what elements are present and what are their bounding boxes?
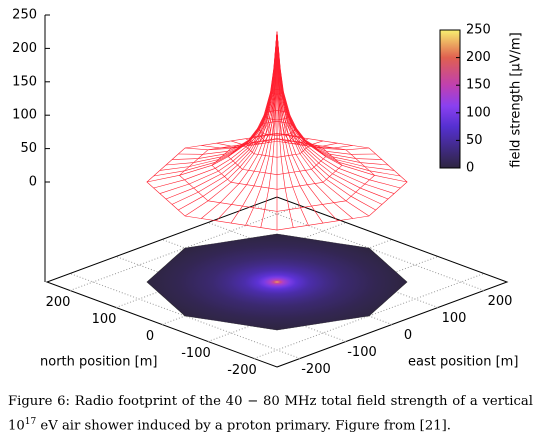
- x-axis-label: east position [m]: [408, 355, 518, 370]
- surface-spoke: [276, 31, 401, 189]
- y-tick-label: -100: [181, 346, 211, 361]
- surface-spoke: [201, 31, 278, 149]
- surface-spoke: [184, 31, 278, 217]
- surface-spoke: [276, 31, 389, 200]
- z-tick-label: 150: [12, 74, 37, 89]
- colorbar-tick-label: 0: [466, 161, 474, 176]
- surface-spoke: [165, 31, 278, 166]
- footprint-area: [146, 233, 408, 331]
- colorbar-tick-label: 250: [466, 23, 491, 38]
- surface-spoke: [146, 31, 278, 183]
- surface-spoke: [159, 31, 278, 194]
- grid-line: [69, 205, 301, 291]
- surface-spoke: [165, 31, 278, 200]
- colorbar-tick-label: 50: [466, 133, 483, 148]
- grid-line: [69, 273, 301, 359]
- surface-spoke: [276, 31, 383, 160]
- x-tick-label: 0: [404, 328, 412, 343]
- y-tick-label: 200: [46, 295, 71, 310]
- surface-spoke: [276, 31, 309, 226]
- surface-spoke: [159, 31, 278, 171]
- colorbar-tick-label: 150: [466, 78, 491, 93]
- z-tick-label: 200: [12, 41, 37, 56]
- surface-spoke: [276, 31, 353, 149]
- chart: field strength [µV/m] north position [m]…: [12, 8, 524, 379]
- surface-spoke: [276, 31, 294, 228]
- caption-text: 17: [24, 417, 37, 427]
- grid-line: [207, 256, 439, 342]
- grid-line: [253, 205, 485, 291]
- surface-spoke: [276, 31, 408, 183]
- surface-spoke: [276, 31, 338, 222]
- z-tick-label: 250: [12, 8, 37, 23]
- x-tick-label: 100: [442, 311, 467, 326]
- grid-line: [115, 256, 347, 342]
- colorbar-tick-label: 200: [466, 50, 491, 65]
- surface-spoke: [276, 31, 395, 171]
- grid-line: [253, 273, 485, 359]
- grid-line: [207, 222, 439, 308]
- grid-line: [115, 222, 347, 308]
- surface-spoke: [276, 31, 389, 166]
- z-tick-label: 50: [20, 141, 37, 156]
- y-axis-label: north position [m]: [40, 355, 157, 370]
- colorbar-tick-label: 100: [466, 105, 491, 120]
- caption-text: 10: [8, 418, 25, 434]
- surface-spoke: [171, 31, 278, 160]
- surface-spoke: [230, 31, 278, 224]
- caption-line: 1017 eV air shower induced by a proton p…: [8, 417, 533, 433]
- x-tick-label: -200: [301, 362, 331, 377]
- surface-spoke: [201, 31, 278, 219]
- colorbar-label: field strength [µV/m]: [509, 32, 524, 167]
- surface-spoke: [230, 31, 278, 146]
- z-tick-label: 0: [29, 175, 37, 190]
- surface-spoke: [216, 31, 278, 222]
- x-tick-label: -100: [347, 345, 377, 360]
- caption-line: Figure 6: Radio footprint of the 40 − 80…: [8, 394, 533, 409]
- y-tick-label: -200: [227, 363, 257, 378]
- caption-text: eV air shower induced by a proton primar…: [36, 418, 451, 434]
- y-tick-label: 0: [146, 329, 154, 344]
- z-tick-label: 100: [12, 108, 37, 123]
- footprint: [146, 233, 408, 331]
- surface-spoke: [245, 31, 278, 226]
- colorbar: [439, 29, 461, 169]
- surface-spoke: [276, 31, 324, 146]
- surface-spoke: [260, 31, 278, 228]
- surface-spoke: [276, 31, 395, 194]
- surface-spoke: [276, 31, 324, 224]
- y-tick-label: 100: [92, 312, 117, 327]
- x-tick-label: 200: [488, 294, 513, 309]
- surface-spoke: [276, 31, 353, 219]
